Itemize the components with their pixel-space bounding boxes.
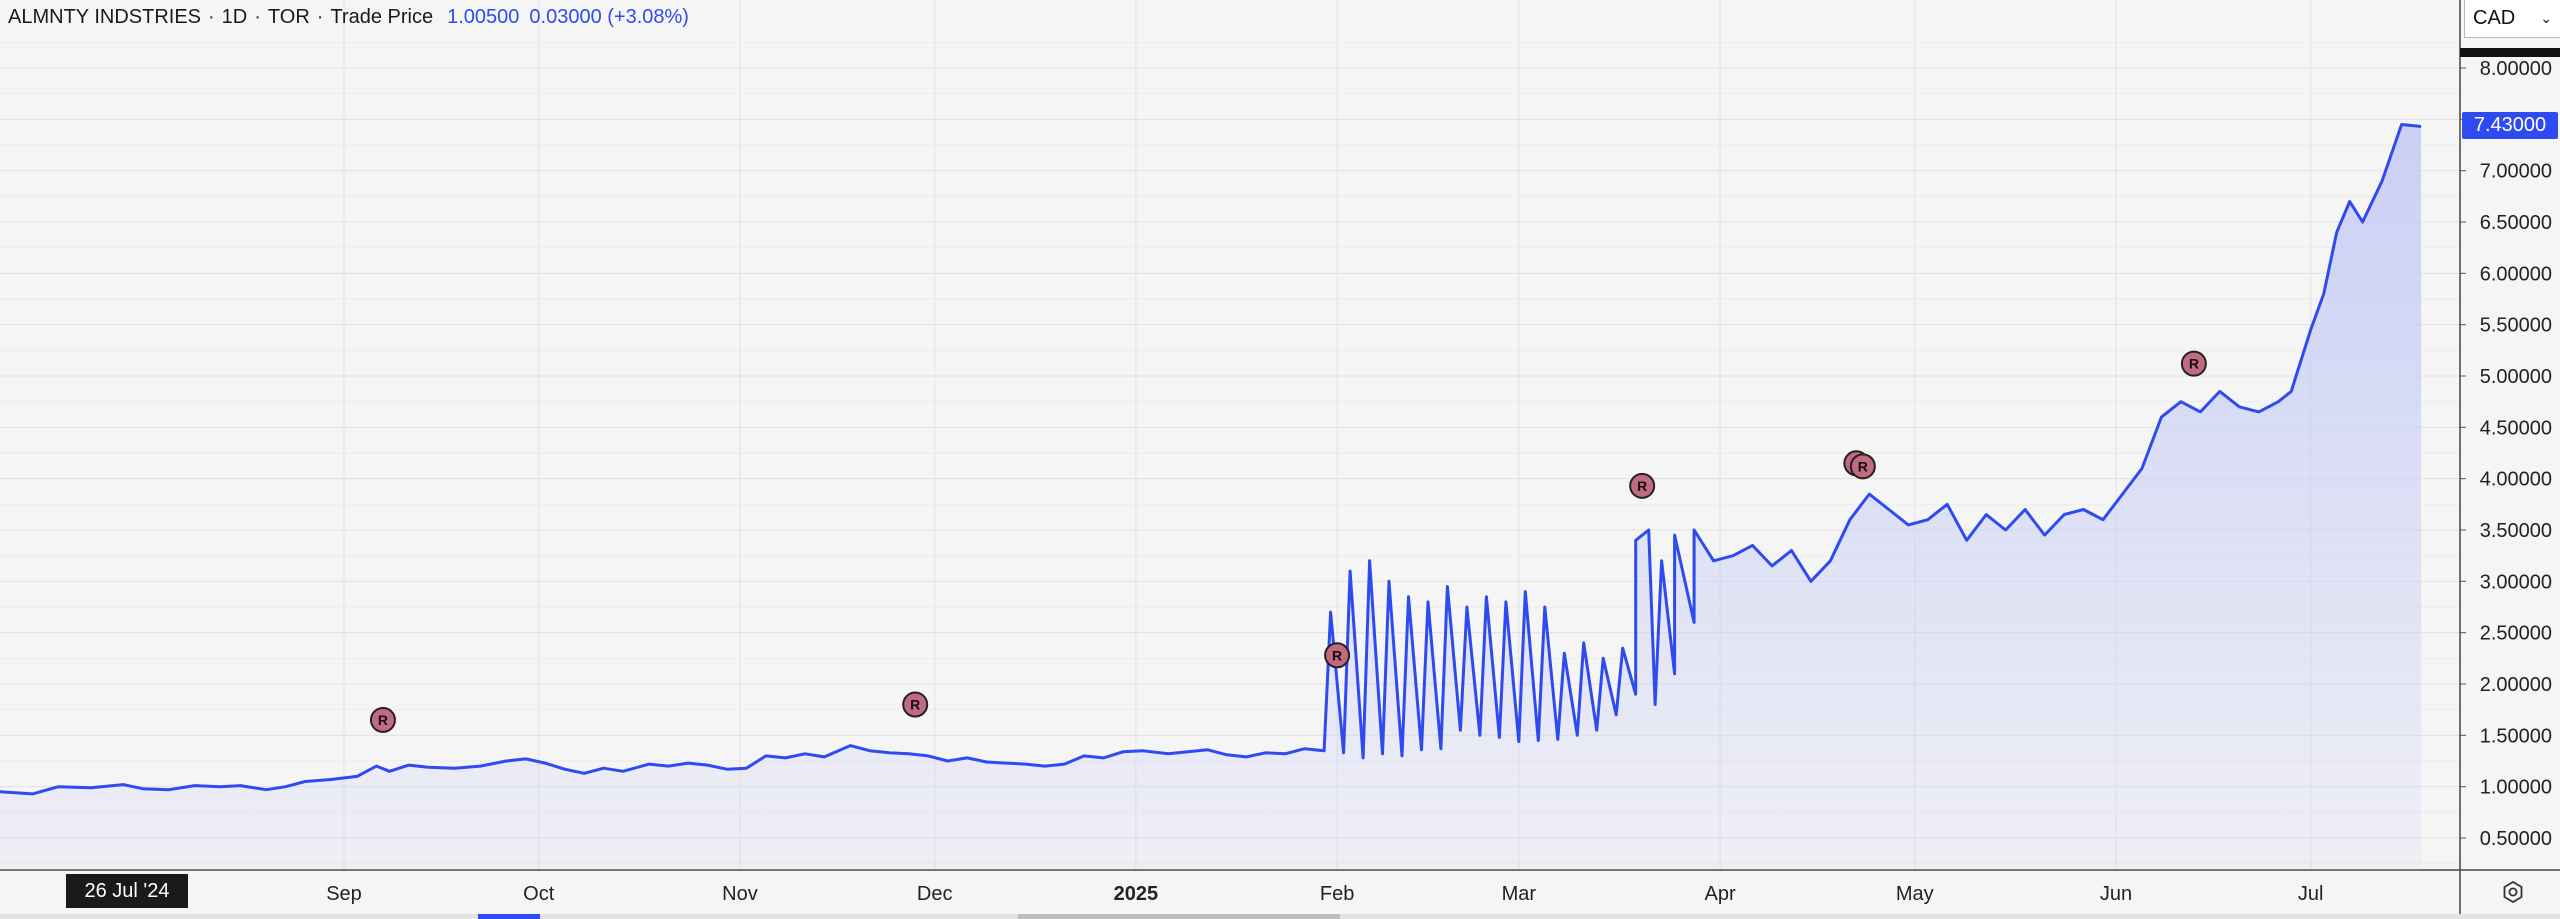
event-marker[interactable] [902, 691, 929, 718]
legend-separator: · [254, 6, 261, 28]
y-axis-tick-label: 5.50000 [2480, 315, 2552, 337]
event-marker-label: R [1637, 478, 1647, 494]
event-marker[interactable] [1324, 642, 1351, 669]
event-marker[interactable] [2180, 350, 2207, 377]
x-axis-tick-label: Jun [2100, 883, 2132, 905]
event-marker-label: R [910, 697, 920, 713]
legend-exchange: TOR [267, 6, 310, 28]
price-area-fill [0, 124, 2422, 870]
legend-separator: · [316, 6, 324, 28]
crosshair-date-label: 26 Jul '24 [66, 874, 188, 908]
x-axis-tick-label: 2025 [1114, 883, 1159, 905]
legend-separator: · [208, 6, 215, 28]
y-axis-tick-label: 1.50000 [2480, 725, 2552, 747]
event-marker-label: R [2189, 356, 2199, 372]
y-axis-tick-label: 7.00000 [2480, 161, 2552, 183]
x-axis-tick-label: Feb [1320, 883, 1354, 905]
x-axis-tick-label: Apr [1704, 883, 1735, 905]
chart-legend: ALMNTY INDSTRIES · 1D · TOR · Trade Pric… [8, 6, 689, 29]
chevron-down-icon: ⌄ [2540, 10, 2552, 26]
last-price-label: 7.43000 [2462, 112, 2558, 139]
currency-select-value: CAD [2473, 7, 2516, 29]
x-axis-tick-label: Jul [2298, 883, 2324, 905]
y-axis-tick-label: 5.00000 [2480, 366, 2552, 388]
y-axis-tick-label: 6.50000 [2480, 212, 2552, 234]
event-marker[interactable] [369, 706, 396, 733]
currency-select[interactable]: CAD ⌄ [2464, 0, 2560, 38]
timeline-scrollbar[interactable] [0, 914, 2560, 919]
event-marker-label: R [378, 712, 388, 728]
x-axis-tick-label: Dec [917, 883, 953, 905]
y-axis-tick-label: 2.50000 [2480, 623, 2552, 645]
y-axis-tick-label: 1.00000 [2480, 777, 2552, 799]
event-marker-label: R [1858, 458, 1868, 474]
y-axis-tick-label: 6.00000 [2480, 263, 2552, 285]
scrollbar-thumb[interactable] [478, 914, 540, 919]
x-axis-tick-label: Oct [523, 883, 555, 905]
y-axis-tick-label: 3.00000 [2480, 571, 2552, 593]
y-axis-tick-label: 2.00000 [2480, 674, 2552, 696]
gear-icon [2503, 880, 2523, 904]
y-axis-tick-label: 4.00000 [2480, 469, 2552, 491]
y-axis-tick-label: 4.50000 [2480, 417, 2552, 439]
axis-top-bar [2460, 48, 2560, 57]
scrollbar-range[interactable] [1018, 914, 1340, 919]
legend-value: 1.00500 [447, 6, 520, 28]
event-marker-label: R [1332, 647, 1342, 663]
settings-button[interactable] [2496, 876, 2530, 908]
y-axis-tick-label: 0.50000 [2480, 828, 2552, 850]
y-axis-tick-label: 8.00000 [2480, 58, 2552, 80]
x-axis-tick-label: Mar [1502, 883, 1537, 905]
legend-change: 0.03000 (+3.08%) [529, 6, 689, 28]
event-marker[interactable] [1629, 472, 1656, 499]
event-marker[interactable] [1849, 453, 1876, 480]
price-line [0, 123, 2422, 796]
x-axis-tick-label: May [1896, 883, 1934, 905]
x-axis-tick-label: Nov [722, 883, 758, 905]
x-axis-tick-label: Sep [326, 883, 362, 905]
legend-symbol[interactable]: ALMNTY INDSTRIES [8, 6, 201, 28]
legend-price-type: Trade Price [330, 6, 434, 28]
legend-interval[interactable]: 1D [221, 6, 248, 28]
y-axis-tick-label: 3.50000 [2480, 520, 2552, 542]
